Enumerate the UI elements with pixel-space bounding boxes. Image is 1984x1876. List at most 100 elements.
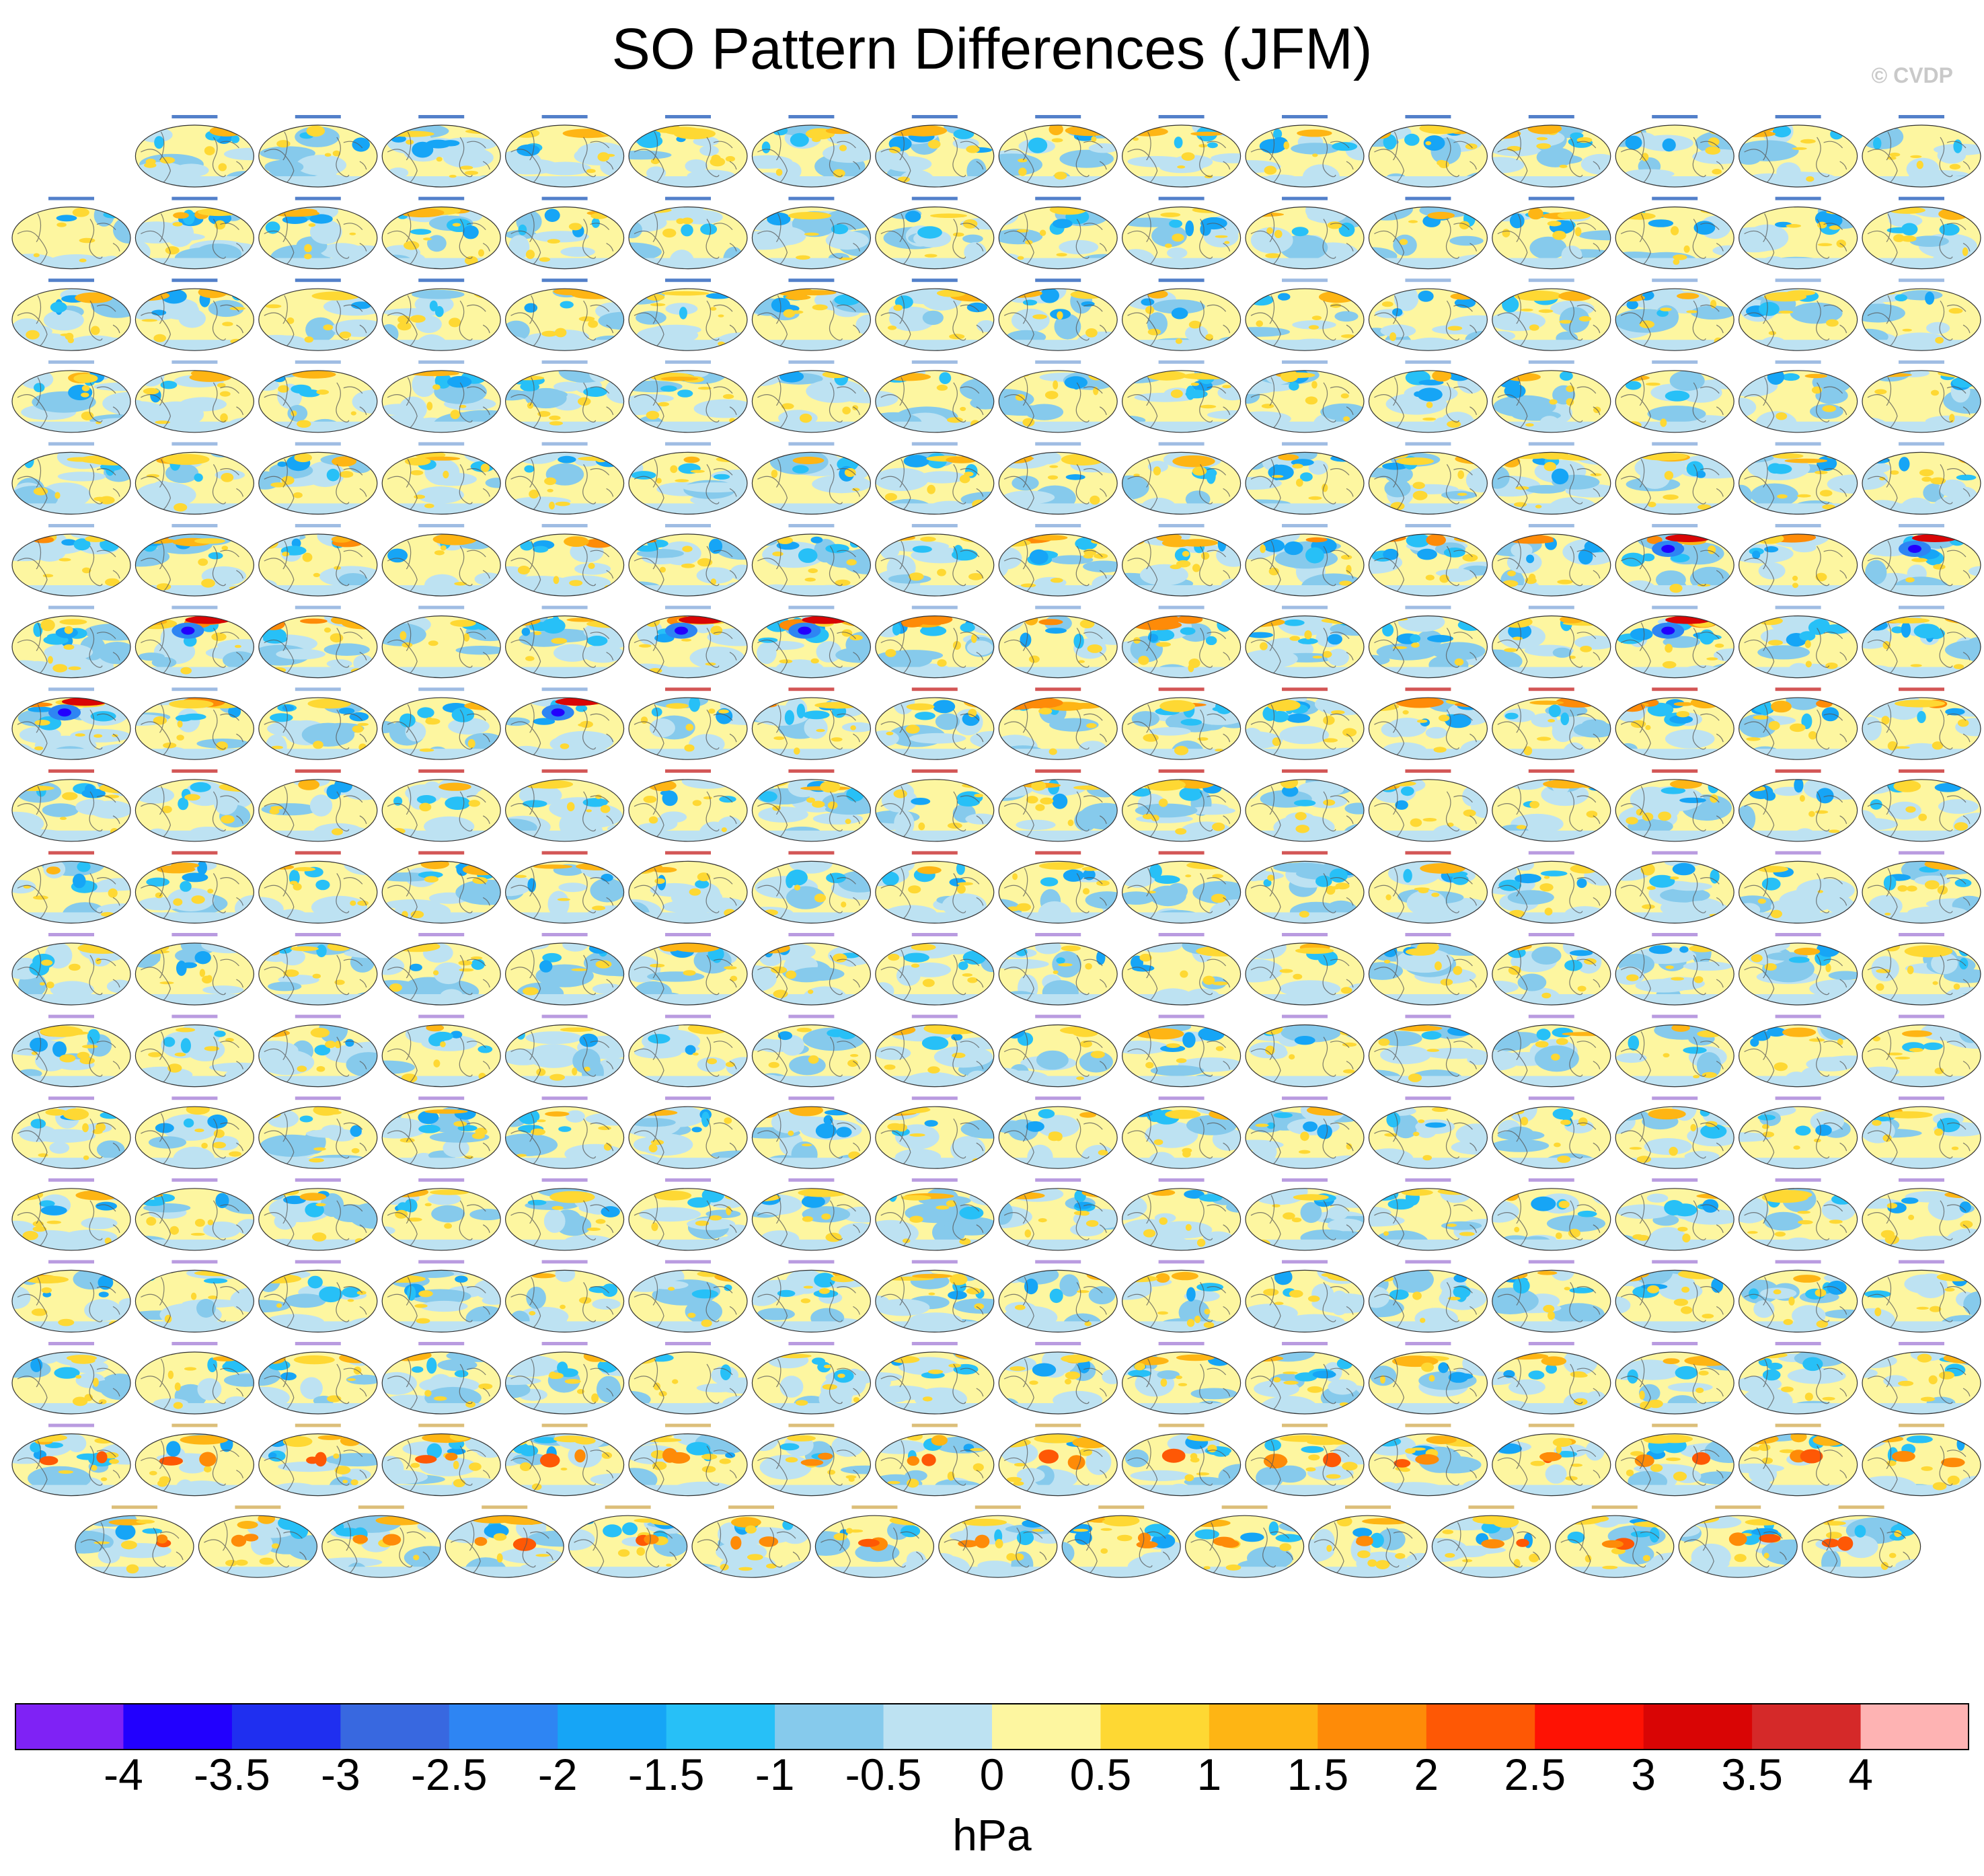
panel-title bbox=[295, 1260, 341, 1264]
panel-title bbox=[1528, 524, 1574, 527]
map-panel bbox=[751, 524, 872, 597]
panel-title bbox=[541, 196, 588, 200]
colorbar-swatch bbox=[231, 1703, 341, 1750]
panel-title bbox=[788, 1342, 835, 1345]
panel-title bbox=[1158, 278, 1205, 283]
panel-title bbox=[48, 687, 94, 691]
map-panel bbox=[1245, 196, 1365, 270]
panel-title bbox=[1899, 278, 1944, 283]
panel-title bbox=[1158, 360, 1205, 364]
panel-title bbox=[1528, 851, 1574, 855]
panel-title bbox=[1899, 524, 1944, 527]
map-panel bbox=[1245, 1014, 1365, 1088]
map-panel bbox=[1862, 1014, 1981, 1088]
map-panel bbox=[628, 769, 748, 842]
map-panel bbox=[1121, 1178, 1242, 1251]
map-panel bbox=[504, 605, 625, 679]
panel-grid bbox=[11, 115, 1981, 1578]
panel-title bbox=[541, 1096, 588, 1100]
map-panel bbox=[381, 196, 501, 270]
map-panel bbox=[504, 851, 625, 924]
map-panel bbox=[1245, 933, 1365, 1006]
panel-title bbox=[1282, 933, 1328, 936]
panel-title bbox=[1899, 1423, 1944, 1427]
colorbar-tick-label: -3.5 bbox=[194, 1750, 270, 1799]
panel-title bbox=[1405, 1342, 1451, 1345]
map-panel bbox=[628, 360, 748, 433]
colorbar-swatch bbox=[449, 1703, 558, 1750]
map-panel bbox=[998, 115, 1118, 188]
map-panel bbox=[504, 687, 625, 760]
panel-title bbox=[541, 933, 588, 936]
map-panel bbox=[1245, 687, 1365, 760]
map-panel bbox=[628, 1260, 748, 1333]
panel-title bbox=[418, 442, 465, 446]
panel-title bbox=[1775, 1014, 1821, 1018]
map-panel bbox=[1368, 278, 1488, 351]
map-panel bbox=[1121, 1423, 1242, 1497]
map-panel bbox=[135, 1423, 254, 1497]
map-panel bbox=[1492, 933, 1611, 1006]
panel-title bbox=[1035, 115, 1081, 118]
panel-title bbox=[48, 851, 94, 855]
map-panel bbox=[751, 851, 872, 924]
map-panel bbox=[1862, 278, 1981, 351]
panel-title bbox=[171, 769, 218, 773]
map-panel bbox=[75, 1505, 194, 1578]
panel-title bbox=[1899, 769, 1944, 773]
map-panel bbox=[1615, 524, 1734, 597]
panel-title bbox=[1528, 196, 1574, 200]
panel-title bbox=[1838, 1505, 1884, 1509]
panel-title bbox=[1158, 1423, 1205, 1427]
panel-title bbox=[1775, 687, 1821, 691]
panel-title bbox=[1652, 196, 1698, 200]
map-panel bbox=[135, 769, 254, 842]
map-panel bbox=[198, 1505, 317, 1578]
map-panel bbox=[504, 1014, 625, 1088]
panel-title bbox=[418, 1423, 465, 1427]
map-panel bbox=[1368, 360, 1488, 433]
map-panel bbox=[751, 196, 872, 270]
panel-title bbox=[295, 524, 341, 527]
map-panel bbox=[381, 687, 501, 760]
map-panel bbox=[258, 687, 378, 760]
panel-title bbox=[1035, 196, 1081, 200]
map-panel bbox=[1615, 933, 1734, 1006]
panel-title bbox=[1035, 1423, 1081, 1427]
panel-title bbox=[665, 933, 711, 936]
map-panel bbox=[628, 1096, 748, 1169]
map-panel bbox=[258, 442, 378, 515]
panel-title bbox=[1282, 196, 1328, 200]
map-panel bbox=[1492, 1178, 1611, 1251]
panel-title bbox=[1899, 360, 1944, 364]
panel-title bbox=[665, 605, 711, 609]
panel-title bbox=[1899, 1342, 1944, 1345]
panel-title bbox=[1158, 1014, 1205, 1018]
map-panel bbox=[135, 605, 254, 679]
panel-title bbox=[788, 524, 835, 527]
map-panel bbox=[1739, 851, 1858, 924]
map-panel bbox=[1739, 1014, 1858, 1088]
map-panel bbox=[1368, 687, 1488, 760]
map-panel bbox=[381, 769, 501, 842]
panel-title bbox=[1098, 1505, 1145, 1509]
map-panel bbox=[135, 1014, 254, 1088]
panel-title bbox=[1282, 1014, 1328, 1018]
panel-title bbox=[665, 524, 711, 527]
panel-title bbox=[788, 933, 835, 936]
map-panel bbox=[11, 524, 131, 597]
map-panel bbox=[381, 1178, 501, 1251]
map-panel bbox=[628, 687, 748, 760]
colorbar-units: hPa bbox=[952, 1810, 1032, 1860]
map-panel bbox=[875, 933, 995, 1006]
map-panel bbox=[1615, 278, 1734, 351]
map-panel bbox=[1245, 115, 1365, 188]
panel-title bbox=[418, 1096, 465, 1100]
panel-title bbox=[911, 1260, 958, 1264]
map-panel bbox=[1615, 360, 1734, 433]
panel-title bbox=[295, 851, 341, 855]
panel-title bbox=[1468, 1505, 1515, 1509]
panel-title bbox=[1775, 851, 1821, 855]
panel-title bbox=[1652, 851, 1698, 855]
panel-title bbox=[1775, 605, 1821, 609]
